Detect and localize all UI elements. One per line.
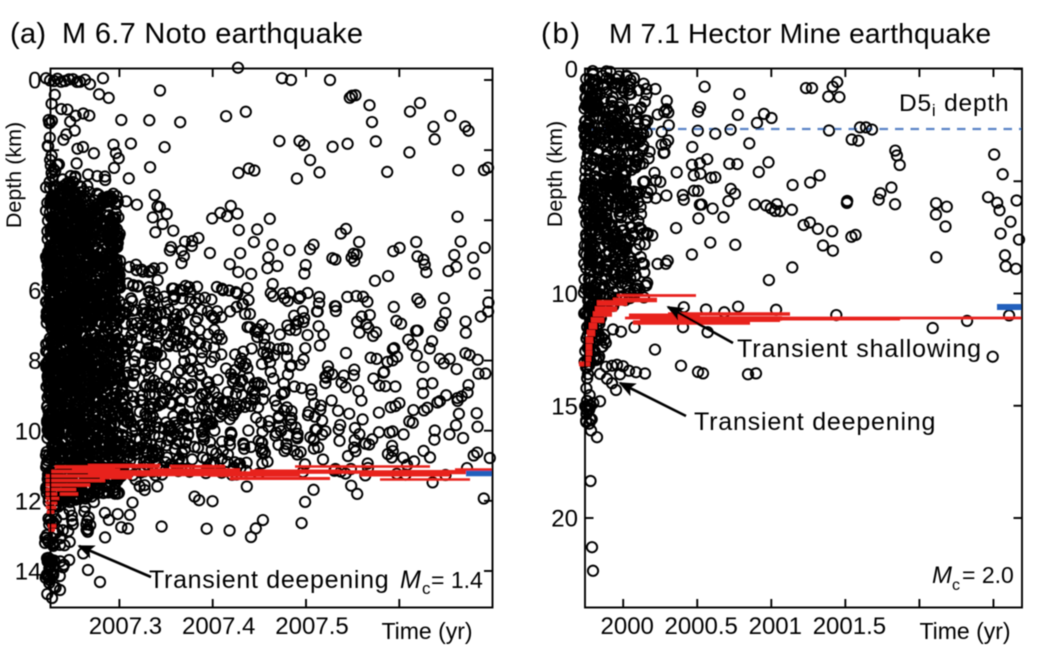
svg-text:Transient deepening: Transient deepening	[149, 566, 389, 594]
svg-text:c: c	[952, 577, 960, 594]
svg-text:(b): (b)	[541, 18, 582, 50]
svg-text:Time (yr): Time (yr)	[381, 618, 472, 644]
svg-text:0: 0	[565, 57, 578, 84]
svg-text:10: 10	[15, 418, 42, 445]
svg-text:15: 15	[551, 393, 578, 420]
svg-text:20: 20	[551, 506, 578, 533]
svg-text:2001.5: 2001.5	[813, 613, 886, 640]
svg-text:(a): (a)	[10, 18, 46, 50]
svg-text:= 1.4: = 1.4	[431, 567, 483, 593]
svg-text:M: M	[400, 566, 421, 594]
svg-text:2007.5: 2007.5	[275, 613, 348, 640]
svg-text:Transient shallowing: Transient shallowing	[737, 335, 982, 363]
svg-text:2001: 2001	[749, 613, 802, 640]
svg-text:Transient deepening: Transient deepening	[694, 408, 936, 436]
svg-text:c: c	[422, 579, 431, 598]
svg-text:D5i depth: D5i depth	[899, 90, 1009, 120]
svg-text:10: 10	[551, 281, 578, 308]
svg-text:2007.4: 2007.4	[182, 613, 255, 640]
svg-text:M 6.7 Noto earthquake: M 6.7 Noto earthquake	[62, 18, 363, 50]
svg-text:14: 14	[15, 559, 42, 586]
svg-text:Time (yr): Time (yr)	[919, 618, 1010, 644]
svg-text:M 7.1 Hector Mine earthquake: M 7.1 Hector Mine earthquake	[609, 18, 991, 49]
svg-text:Depth (km): Depth (km)	[543, 121, 567, 227]
svg-text:12: 12	[15, 488, 42, 515]
svg-text:0: 0	[28, 68, 41, 95]
svg-text:8: 8	[28, 348, 41, 375]
svg-text:2000.5: 2000.5	[664, 613, 737, 640]
svg-text:= 2.0: = 2.0	[962, 562, 1014, 588]
svg-text:6: 6	[28, 278, 41, 305]
svg-text:2000: 2000	[601, 613, 654, 640]
svg-text:M: M	[932, 562, 952, 589]
svg-text:Depth (km): Depth (km)	[2, 122, 26, 228]
svg-text:2007.3: 2007.3	[89, 613, 162, 640]
